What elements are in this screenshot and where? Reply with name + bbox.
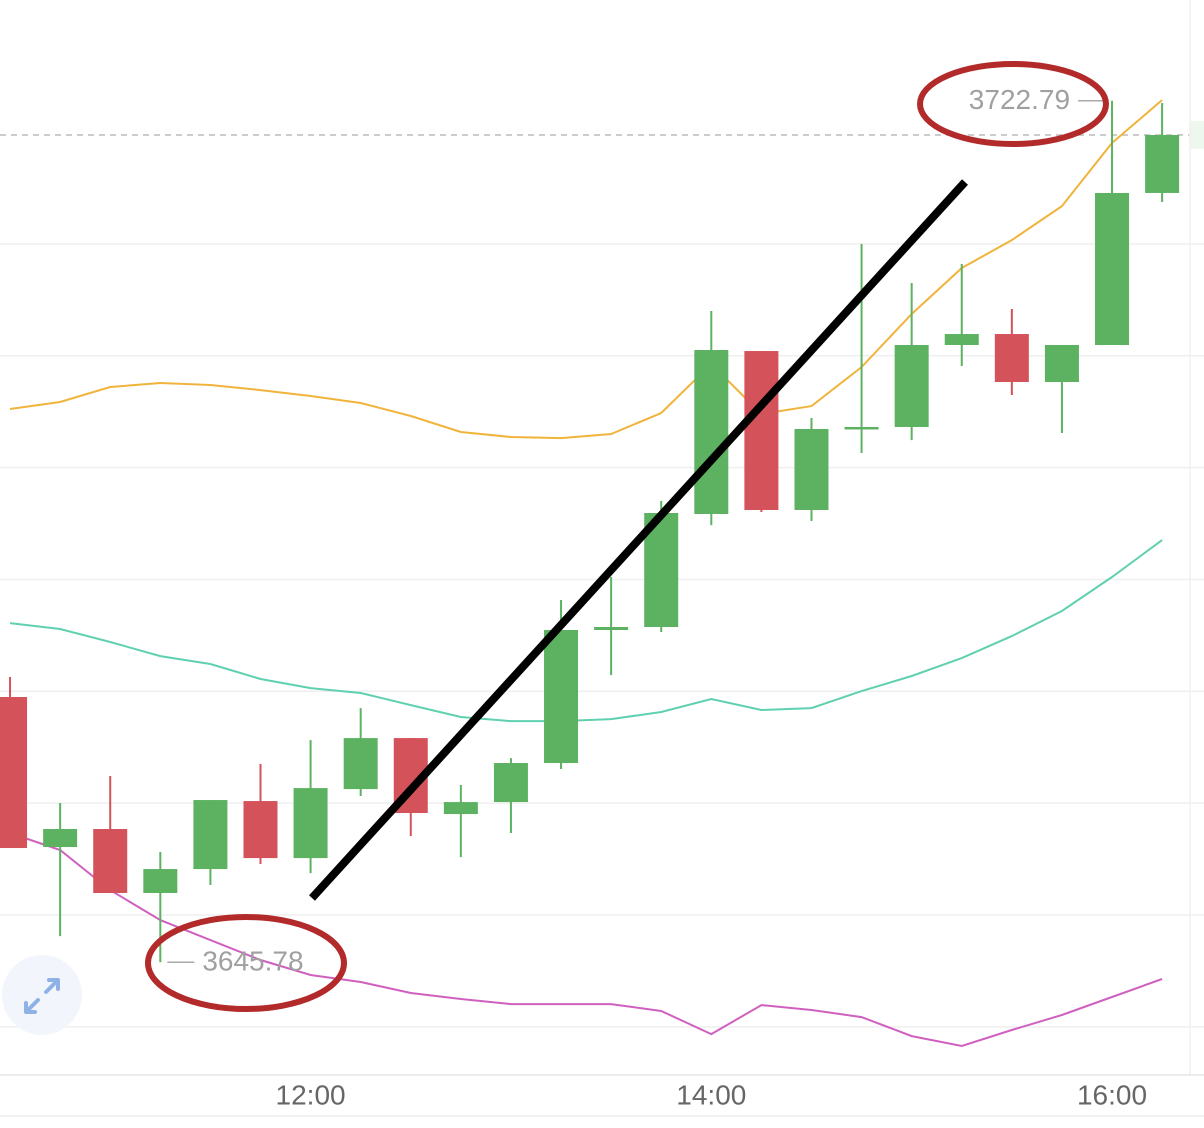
candle-body bbox=[443, 802, 478, 815]
candle-body bbox=[894, 344, 929, 427]
candle-body bbox=[594, 626, 629, 631]
indicator-line bbox=[9, 99, 1163, 440]
candle-body bbox=[844, 426, 879, 430]
labels: 3722.79 3645.78 bbox=[167, 84, 1106, 977]
candle-body bbox=[293, 788, 328, 859]
candle-body bbox=[944, 334, 979, 345]
candle-body bbox=[43, 829, 78, 848]
candle-body bbox=[493, 763, 528, 803]
candle-body bbox=[1145, 135, 1180, 193]
candle-body bbox=[93, 829, 128, 893]
highlight-circle bbox=[145, 914, 347, 1012]
candle-body bbox=[0, 697, 28, 849]
candle-body bbox=[694, 350, 729, 515]
candle-body bbox=[243, 801, 278, 859]
trend-line bbox=[309, 179, 968, 901]
indicator-line bbox=[9, 539, 1163, 723]
candle-body bbox=[794, 428, 829, 510]
indicator-lines bbox=[9, 99, 1163, 1048]
highlight-circle bbox=[917, 61, 1109, 147]
x-tick-label: 14:00 bbox=[676, 1079, 746, 1110]
candles bbox=[0, 100, 1180, 963]
candle-body bbox=[193, 800, 228, 870]
candle-body bbox=[343, 738, 378, 790]
x-tick-label: 16:00 bbox=[1077, 1079, 1147, 1110]
expand-button[interactable] bbox=[2, 955, 82, 1035]
candle-body bbox=[1095, 192, 1130, 345]
candle-body bbox=[1044, 344, 1079, 383]
last-price-tag bbox=[1190, 121, 1204, 150]
max-label: 3722.79 bbox=[969, 84, 1070, 115]
candle-body bbox=[544, 630, 579, 764]
min-label: 3645.78 bbox=[202, 946, 303, 977]
candle-body bbox=[143, 869, 178, 893]
candle-body bbox=[994, 334, 1029, 383]
indicator-line bbox=[9, 832, 1163, 1048]
x-tick-label: 12:00 bbox=[276, 1079, 346, 1110]
candle-body bbox=[744, 351, 779, 510]
